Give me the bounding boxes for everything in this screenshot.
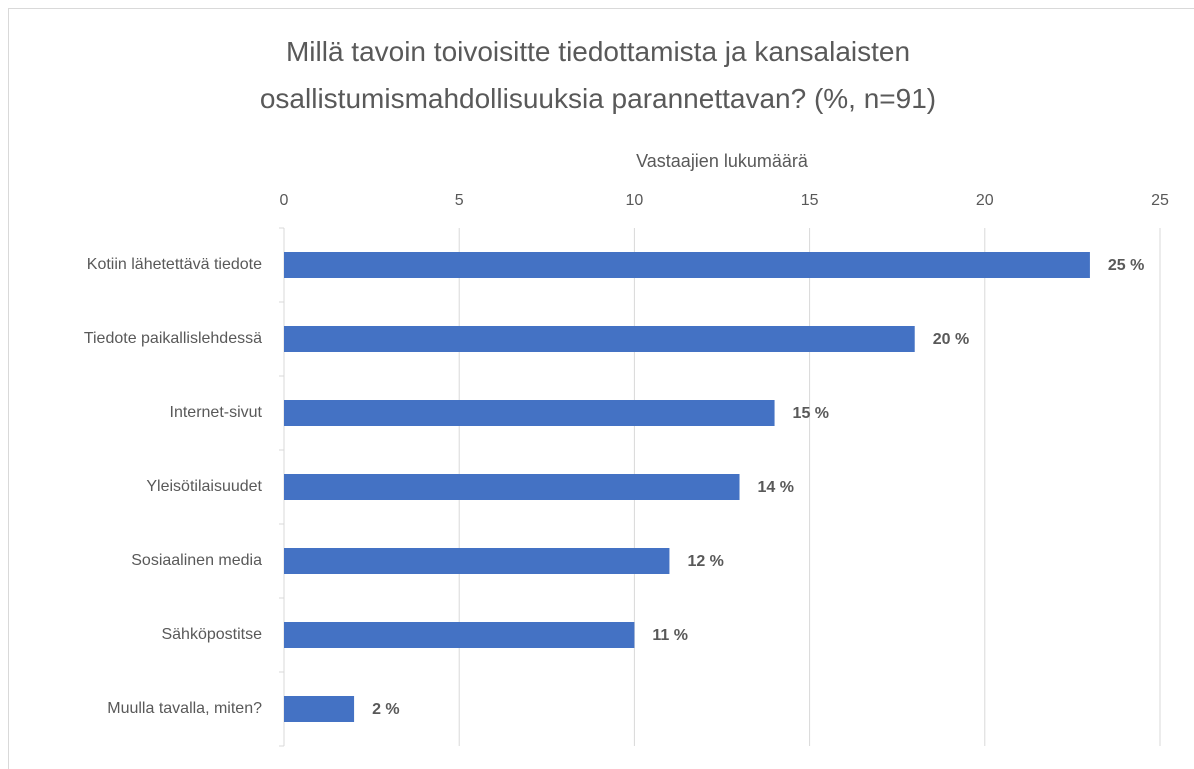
- y-tick-label: Sähköpostitse: [161, 626, 262, 643]
- axis-title: Vastaajien lukumäärä: [636, 151, 809, 171]
- y-tick-label: Internet-sivut: [170, 404, 263, 421]
- data-label: 2 %: [372, 701, 400, 718]
- bar: [284, 622, 635, 648]
- bar: [284, 696, 355, 722]
- chart-title: Millä tavoin toivoisitte tiedottamista j…: [259, 36, 937, 114]
- chart-frame: [8, 8, 1194, 769]
- bar: [284, 474, 740, 500]
- y-tick-label: Sosiaalinen media: [131, 552, 262, 569]
- y-tick-label: Muulla tavalla, miten?: [107, 700, 262, 717]
- data-label: 12 %: [687, 553, 723, 570]
- bar: [284, 548, 670, 574]
- bar: [284, 400, 775, 426]
- y-tick-label: Kotiin lähetettävä tiedote: [87, 256, 262, 273]
- x-tick-label: 15: [801, 192, 819, 209]
- data-label: 11 %: [652, 627, 688, 644]
- y-tick-label: Yleisötilaisuudet: [146, 478, 262, 495]
- x-tick-label: 10: [626, 192, 644, 209]
- data-label: 15 %: [793, 405, 829, 422]
- x-tick-label: 0: [280, 192, 289, 209]
- y-tick-label: Tiedote paikallislehdessä: [84, 330, 262, 347]
- bar: [284, 326, 915, 352]
- x-tick-label: 25: [1151, 192, 1169, 209]
- x-tick-label: 5: [455, 192, 464, 209]
- data-label: 25 %: [1108, 257, 1144, 274]
- data-label: 14 %: [758, 479, 794, 496]
- data-label: 20 %: [933, 331, 969, 348]
- x-tick-label: 20: [976, 192, 994, 209]
- bar: [284, 252, 1090, 278]
